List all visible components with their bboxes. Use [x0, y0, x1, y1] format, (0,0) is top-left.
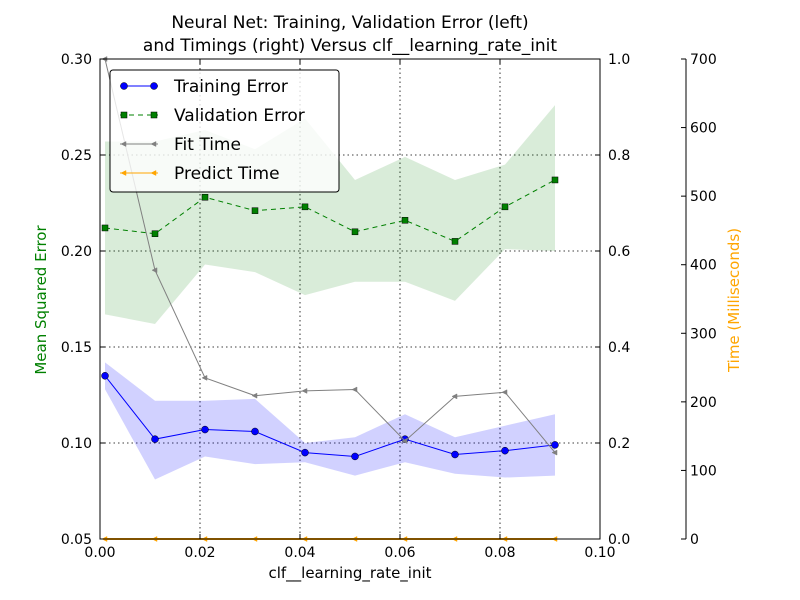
y-tick-label-mid: 0.0 [608, 532, 630, 548]
data-point [151, 230, 159, 237]
y-tick-label-right: 200 [690, 395, 717, 411]
data-point [401, 438, 408, 444]
data-point [201, 193, 209, 201]
x-tick-label: 0.08 [484, 545, 515, 561]
y-axis-label-left: Mean Squared Error [32, 225, 50, 375]
legend-label: Training Error [173, 77, 288, 97]
data-point [301, 448, 309, 457]
data-point [551, 176, 559, 184]
data-point [301, 387, 308, 394]
legend-label: Fit Time [174, 135, 241, 155]
legend-marker [150, 82, 158, 90]
series-line [104, 58, 556, 453]
x-tick-label: 0.00 [84, 545, 115, 561]
legend-marker [120, 170, 127, 176]
data-point [451, 393, 458, 400]
y-tick-label-mid: 0.2 [608, 436, 630, 452]
y-tick-label-right: 300 [690, 326, 717, 342]
data-point [151, 267, 158, 274]
legend-marker [150, 141, 157, 147]
y-tick-label-mid: 0.8 [608, 148, 630, 164]
legend-label: Predict Time [174, 164, 280, 184]
legend-marker [120, 141, 127, 147]
y-tick-label-right: 600 [690, 121, 717, 137]
legend-marker [150, 111, 158, 119]
data-point [101, 372, 109, 380]
legend-marker [120, 111, 128, 119]
data-point [251, 392, 258, 399]
chart-title-line2: and Timings (right) Versus clf__learning… [143, 36, 558, 56]
data-point [501, 389, 508, 396]
y-tick-label-left: 0.05 [61, 532, 92, 548]
y-tick-label-left: 0.30 [61, 52, 92, 68]
data-point [151, 435, 159, 443]
y-tick-label-right: 500 [690, 189, 717, 205]
legend-box [109, 69, 340, 193]
data-point [351, 386, 358, 393]
x-tick-label: 0.04 [284, 545, 315, 561]
data-point [501, 203, 509, 211]
x-tick-label: 0.10 [584, 545, 615, 561]
data-point [451, 450, 459, 459]
legend-marker [150, 170, 157, 176]
y-tick-label-right: 100 [690, 463, 717, 479]
data-point [351, 228, 359, 236]
data-point [451, 238, 459, 245]
data-point [501, 446, 509, 455]
y-tick-label-right: 700 [690, 52, 717, 68]
x-tick-label: 0.06 [384, 545, 415, 561]
data-point [201, 374, 208, 381]
y-tick-label-left: 0.20 [61, 244, 92, 260]
legend-marker [120, 82, 128, 90]
data-point [551, 441, 559, 449]
y-tick-label-left: 0.25 [61, 148, 92, 164]
y-axis-label-right: Time (Milliseconds) [725, 228, 743, 373]
legend-label: Validation Error [174, 106, 305, 126]
y-tick-label-left: 0.10 [61, 436, 92, 452]
y-tick-label-left: 0.15 [61, 340, 92, 356]
y-tick-label-mid: 0.4 [608, 340, 630, 356]
data-point [251, 207, 259, 214]
y-tick-label-right: 400 [690, 258, 717, 274]
data-point [201, 425, 209, 434]
x-axis-label: clf__learning_rate_init [268, 564, 431, 583]
data-point [101, 224, 109, 232]
y-tick-label-mid: 0.6 [608, 244, 630, 260]
data-point [251, 427, 259, 436]
legend: Training Error Validation Error Fit Time Pr… [109, 69, 340, 193]
plot-frame [99, 58, 601, 540]
y-tick-label-mid: 1.0 [608, 52, 630, 68]
data-point [551, 449, 558, 456]
data-point [401, 217, 409, 224]
chart-title-line1: Neural Net: Training, Validation Error (… [171, 13, 528, 33]
series-line [104, 179, 556, 242]
y-tick-label-right: 0 [690, 532, 699, 548]
x-tick-label: 0.02 [184, 545, 215, 561]
data-point [351, 452, 359, 461]
data-point [301, 203, 309, 211]
series-line [104, 375, 556, 457]
